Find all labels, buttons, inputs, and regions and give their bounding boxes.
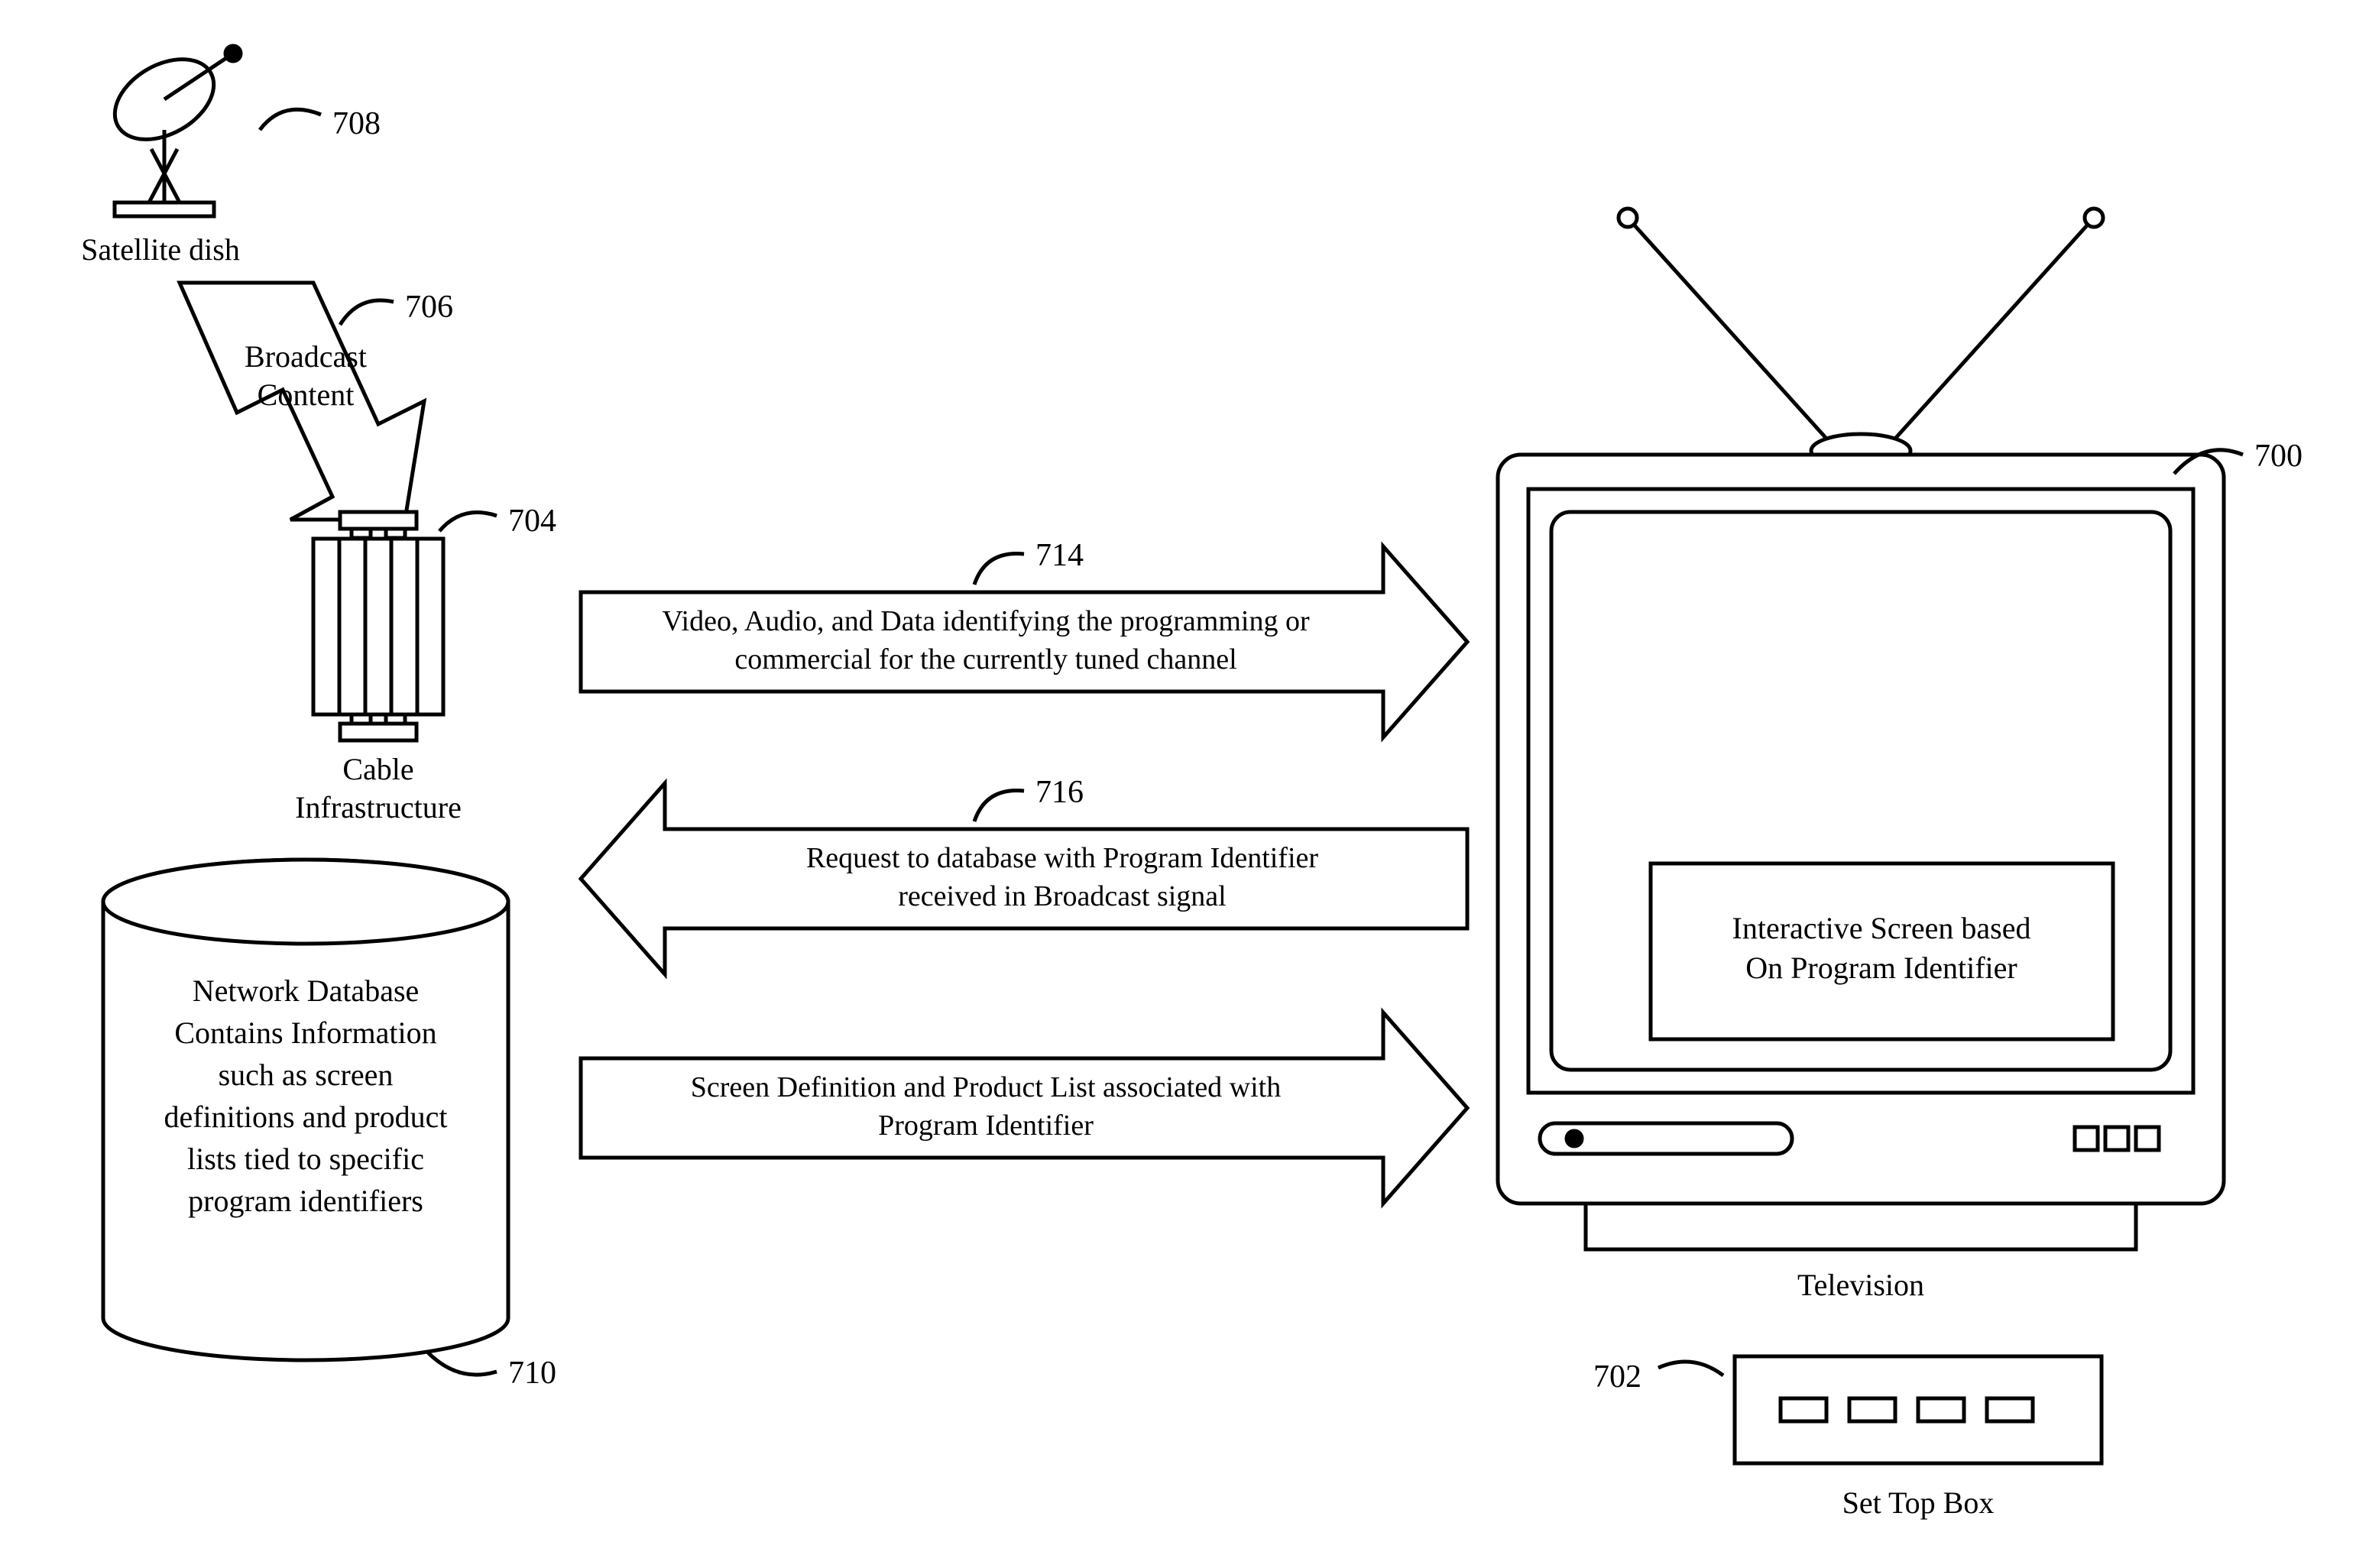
- ref-leader: [260, 109, 321, 130]
- stb-label: Set Top Box: [1842, 1485, 1995, 1520]
- cable-label-0: Cable: [342, 752, 413, 786]
- television-icon: [1498, 209, 2224, 1249]
- db-line-0: Network Database: [193, 974, 420, 1008]
- ref-708: 708: [332, 106, 381, 141]
- flow-arrow-2: Request to database with Program Identif…: [581, 783, 1467, 974]
- ref-leader: [439, 513, 497, 532]
- ref-leader: [1658, 1362, 1723, 1375]
- cable-infrastructure-icon: [313, 512, 443, 740]
- ref-702: 702: [1593, 1359, 1641, 1395]
- television-label: Television: [1797, 1268, 1924, 1302]
- arrow1-line-1: commercial for the currently tuned chann…: [734, 643, 1236, 675]
- arrow2-line-0: Request to database with Program Identif…: [806, 842, 1318, 874]
- set-top-box-icon: [1735, 1356, 2102, 1463]
- broadcast-line-1: Content: [258, 377, 355, 412]
- db-line-5: program identifiers: [188, 1184, 423, 1218]
- broadcast-line-0: Broadcast: [245, 339, 367, 374]
- tv-inner-1: On Program Identifier: [1745, 951, 2017, 985]
- ref-leader: [974, 791, 1024, 822]
- db-line-1: Contains Information: [174, 1016, 436, 1050]
- ref-704: 704: [508, 504, 556, 539]
- satellite-dish-label: Satellite dish: [81, 232, 240, 267]
- arrow1-line-0: Video, Audio, and Data identifying the p…: [662, 605, 1310, 637]
- arrow3-line-0: Screen Definition and Product List assoc…: [691, 1071, 1282, 1103]
- ref-710: 710: [508, 1356, 556, 1391]
- flow-arrow-3: Screen Definition and Product List assoc…: [581, 1012, 1467, 1204]
- flow-arrow-1: Video, Audio, and Data identifying the p…: [581, 546, 1467, 737]
- ref-leader: [974, 554, 1024, 585]
- satellite-dish-icon: [101, 43, 241, 216]
- diagram-canvas: Satellite dish 708 Broadcast Content 706…: [0, 0, 2369, 1568]
- db-line-2: such as screen: [219, 1058, 394, 1092]
- ref-706: 706: [405, 290, 453, 325]
- ref-700: 700: [2254, 439, 2303, 474]
- db-line-4: lists tied to specific: [187, 1142, 424, 1176]
- arrow3-line-1: Program Identifier: [878, 1110, 1094, 1142]
- tv-inner-0: Interactive Screen based: [1732, 911, 2031, 945]
- ref-716: 716: [1035, 775, 1084, 810]
- ref-714: 714: [1035, 538, 1084, 573]
- ref-leader: [340, 300, 394, 325]
- broadcast-content-arrow: Broadcast Content: [180, 283, 424, 520]
- ref-leader: [428, 1353, 497, 1375]
- db-line-3: definitions and product: [164, 1100, 447, 1134]
- cable-label-1: Infrastructure: [295, 790, 462, 824]
- arrow2-line-1: received in Broadcast signal: [898, 880, 1226, 912]
